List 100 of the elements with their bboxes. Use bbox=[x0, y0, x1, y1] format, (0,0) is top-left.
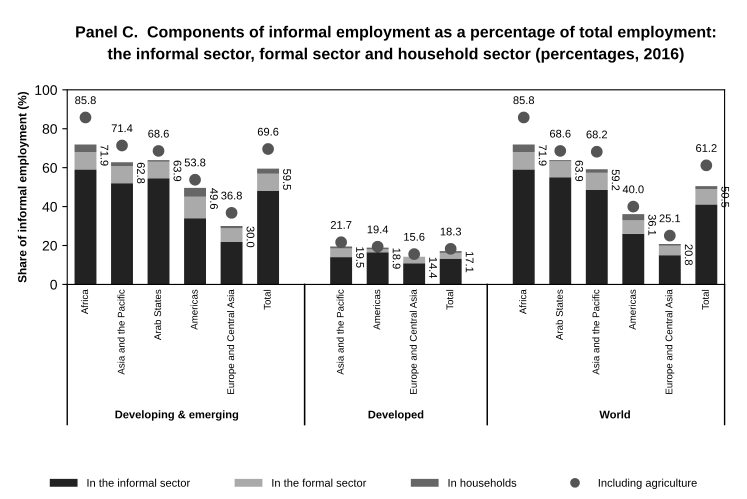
bar bbox=[512, 152, 535, 170]
bar bbox=[111, 183, 133, 284]
total-label: 62.8 bbox=[136, 162, 145, 184]
text: World bbox=[599, 410, 630, 418]
bar bbox=[622, 220, 644, 234]
bar bbox=[74, 170, 96, 284]
bar bbox=[257, 191, 280, 284]
bar bbox=[111, 166, 133, 184]
total-label: 19.5 bbox=[356, 247, 364, 268]
point bbox=[189, 174, 201, 186]
point bbox=[80, 112, 92, 124]
bar bbox=[695, 204, 718, 284]
point bbox=[335, 236, 347, 248]
bar bbox=[148, 162, 170, 178]
point bbox=[152, 145, 164, 157]
bar bbox=[330, 257, 352, 284]
total-label: 71.9 bbox=[100, 145, 108, 166]
bar bbox=[74, 152, 96, 170]
total-label: 18.9 bbox=[392, 248, 400, 269]
bar bbox=[220, 242, 243, 284]
bar bbox=[658, 246, 681, 256]
bar bbox=[512, 144, 535, 152]
x-tick-label: Arab States bbox=[154, 290, 162, 340]
data-label: 85.8 bbox=[75, 96, 96, 104]
bar bbox=[257, 168, 280, 174]
total-label: 36.1 bbox=[648, 214, 656, 236]
bar bbox=[111, 162, 133, 166]
bar bbox=[549, 177, 572, 284]
y-tick-label: 100 bbox=[35, 85, 57, 95]
x-tick-label: Africa bbox=[80, 289, 88, 314]
total-label: 50.5 bbox=[721, 186, 730, 208]
x-tick-label: Asia and the Pacific bbox=[117, 290, 125, 375]
x-tick-label: Americas bbox=[190, 290, 198, 330]
total-label: 59.5 bbox=[283, 169, 291, 190]
total-label: 49.6 bbox=[210, 188, 218, 210]
data-label: 21.7 bbox=[330, 221, 352, 229]
x-tick-label: Asia and the Pacific bbox=[336, 290, 344, 375]
point bbox=[408, 248, 420, 260]
point bbox=[627, 200, 640, 212]
data-label: 18.3 bbox=[440, 228, 462, 236]
bar bbox=[440, 258, 462, 284]
data-label: 25.1 bbox=[660, 214, 680, 222]
bar bbox=[622, 214, 644, 220]
bar bbox=[184, 218, 206, 284]
x-tick-label: Americas bbox=[628, 290, 636, 330]
bar bbox=[622, 234, 644, 284]
total-label: 20.8 bbox=[684, 244, 693, 266]
x-tick-label: Europe and Central Asia bbox=[227, 289, 236, 394]
legend-label: In households bbox=[448, 478, 516, 487]
point bbox=[444, 242, 457, 255]
total-label: 30.0 bbox=[246, 226, 254, 248]
data-label: 36.8 bbox=[221, 192, 242, 200]
data-label: 68.6 bbox=[550, 130, 571, 138]
bar bbox=[220, 228, 243, 242]
y-tick-label: 20 bbox=[42, 240, 57, 251]
point bbox=[116, 140, 128, 152]
total-label: 14.4 bbox=[429, 258, 437, 278]
bar bbox=[586, 172, 608, 190]
x-tick-label: Total bbox=[264, 290, 271, 310]
x-tick-label: Africa bbox=[519, 289, 526, 314]
data-label: 85.8 bbox=[513, 96, 534, 104]
data-label: 68.6 bbox=[148, 130, 169, 138]
bar bbox=[148, 178, 170, 284]
point bbox=[372, 240, 384, 253]
bar bbox=[586, 190, 608, 284]
y-tick-label: 80 bbox=[42, 124, 57, 134]
point bbox=[664, 230, 676, 242]
legend-label: In the informal sector bbox=[87, 478, 190, 487]
data-label: 15.6 bbox=[404, 232, 424, 241]
bar bbox=[695, 189, 718, 205]
y-tick-label: 40 bbox=[42, 202, 57, 212]
text: Developed bbox=[368, 410, 424, 421]
total-label: 63.9 bbox=[174, 160, 182, 182]
y-axis-title: Share of informal employment (%) bbox=[18, 92, 29, 283]
bar bbox=[549, 161, 572, 178]
data-label: 40.0 bbox=[622, 185, 644, 194]
data-label: 71.4 bbox=[112, 124, 132, 132]
x-tick-label: Total bbox=[702, 290, 709, 310]
bar bbox=[184, 196, 206, 218]
point bbox=[262, 143, 274, 155]
x-tick-label: Europe and Central Asia bbox=[410, 289, 419, 394]
bar bbox=[586, 169, 608, 173]
legend-label: In the formal sector bbox=[272, 478, 366, 487]
point bbox=[226, 206, 238, 219]
text: Developing & emerging bbox=[115, 410, 238, 421]
x-tick-label: Arab States bbox=[556, 290, 563, 340]
bar bbox=[184, 188, 206, 197]
chart-title: Panel C. Components of informal employment as a percentage of total employment: the informal sector, formal sector and household sector (percentages, 2016) bbox=[76, 26, 716, 63]
x-tick-label: Europe and Central Asia bbox=[665, 289, 674, 394]
total-label: 59.2 bbox=[612, 170, 620, 190]
total-label: 63.9 bbox=[575, 160, 584, 182]
y-tick-label: 60 bbox=[42, 163, 57, 173]
bar bbox=[330, 248, 352, 258]
data-label: 19.4 bbox=[368, 226, 388, 234]
bar bbox=[74, 144, 96, 152]
data-label: 69.6 bbox=[258, 128, 278, 136]
point bbox=[554, 145, 566, 157]
bar bbox=[695, 186, 718, 190]
point bbox=[590, 146, 603, 158]
total-label: 71.9 bbox=[538, 145, 547, 166]
